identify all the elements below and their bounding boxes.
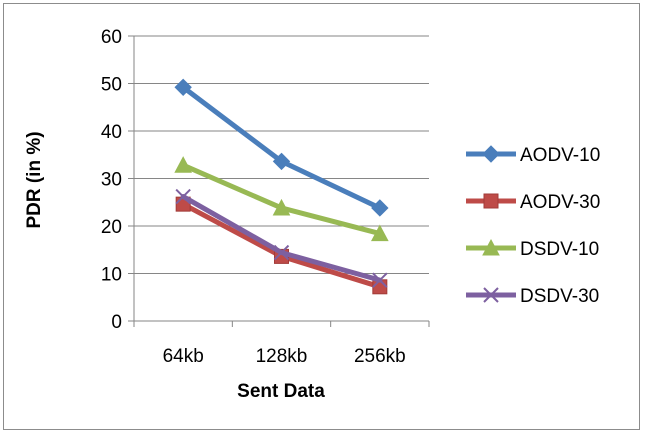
legend-label: AODV-30 — [520, 192, 600, 213]
legend-label: DSDV-10 — [520, 239, 599, 260]
chart-frame: 0 10 20 30 40 50 60 64kb 128kb 256kb AODV-10 AODV… — [3, 3, 640, 430]
series-dsdv-10 — [174, 156, 389, 242]
marker-stroke — [273, 244, 290, 261]
data-point — [273, 244, 290, 261]
y-tick-label: 10 — [101, 265, 122, 286]
series-aodv-10 — [174, 78, 389, 217]
series-dsdv-30 — [175, 188, 388, 288]
legend-marker — [483, 287, 499, 303]
y-tick-label: 50 — [101, 75, 122, 96]
y-tick-label: 60 — [101, 27, 122, 48]
legend: AODV-10 AODV-30 DSDV-10 DSDV-30 — [466, 145, 600, 307]
data-point — [371, 224, 389, 242]
legend-item: AODV-30 — [466, 192, 600, 213]
x-tick-labels: 64kb 128kb 256kb — [163, 346, 406, 367]
data-point — [174, 78, 192, 97]
data-point — [371, 199, 389, 217]
series-line — [180, 84, 383, 211]
data-point — [174, 156, 193, 173]
x-tick-label: 128kb — [256, 346, 308, 367]
series-group — [174, 78, 389, 295]
x-tick-label: 64kb — [163, 346, 204, 367]
legend-marker — [483, 193, 499, 209]
y-axis-title: PDR (in %) — [24, 131, 45, 228]
data-point — [272, 152, 291, 171]
y-tick-label: 20 — [101, 217, 122, 238]
marker-stroke — [372, 272, 388, 288]
data-point — [372, 272, 388, 288]
y-tick-label: 30 — [101, 170, 122, 191]
legend-item: DSDV-10 — [466, 238, 599, 260]
axes — [128, 35, 430, 327]
legend-label: DSDV-30 — [520, 286, 599, 307]
data-point — [272, 198, 291, 216]
marker-stroke — [483, 287, 499, 303]
legend-marker — [482, 238, 500, 256]
data-point — [175, 188, 191, 205]
y-tick-label: 0 — [111, 312, 122, 333]
x-axis-title: Sent Data — [237, 381, 325, 402]
x-tick-label: 256kb — [354, 346, 406, 367]
y-tick-label: 40 — [101, 122, 122, 143]
legend-item: AODV-10 — [466, 145, 600, 166]
y-tick-labels: 0 10 20 30 40 50 60 — [101, 27, 122, 333]
legend-label: AODV-10 — [520, 145, 600, 166]
legend-item: DSDV-30 — [466, 286, 599, 307]
marker-stroke — [175, 188, 191, 205]
legend-marker — [482, 145, 500, 163]
